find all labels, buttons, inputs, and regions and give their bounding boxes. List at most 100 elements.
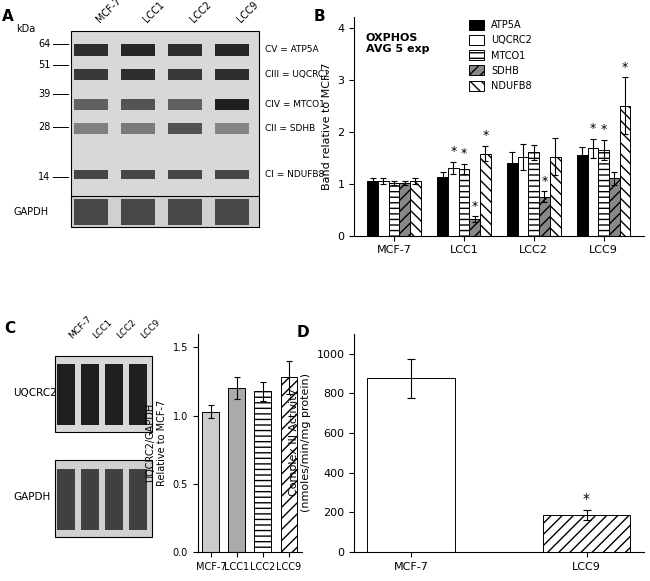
Bar bbox=[448, 168, 459, 236]
Bar bbox=[121, 99, 155, 110]
Text: 64: 64 bbox=[38, 38, 51, 49]
Bar bbox=[528, 152, 539, 236]
Text: LCC2: LCC2 bbox=[116, 318, 138, 340]
Bar bbox=[214, 69, 250, 80]
Bar bbox=[507, 163, 518, 236]
Text: *: * bbox=[541, 175, 547, 188]
Bar bbox=[71, 31, 259, 200]
Bar bbox=[81, 469, 99, 530]
Bar bbox=[202, 411, 219, 552]
Bar bbox=[389, 182, 400, 236]
Text: UQCRC2: UQCRC2 bbox=[13, 388, 57, 397]
Legend: ATP5A, UQCRC2, MTCO1, SDHB, NDUFB8: ATP5A, UQCRC2, MTCO1, SDHB, NDUFB8 bbox=[469, 20, 532, 91]
Bar bbox=[168, 44, 202, 56]
Bar bbox=[459, 169, 469, 236]
Bar bbox=[57, 469, 75, 530]
Text: *: * bbox=[601, 123, 607, 136]
Bar bbox=[73, 199, 109, 225]
Y-axis label: Band relative to MCF-7: Band relative to MCF-7 bbox=[322, 63, 332, 190]
Bar bbox=[598, 150, 609, 236]
Bar bbox=[400, 182, 410, 236]
Text: 51: 51 bbox=[38, 60, 51, 70]
Text: *: * bbox=[590, 123, 596, 135]
Text: CIV = MTCO1: CIV = MTCO1 bbox=[265, 100, 324, 109]
Text: CV = ATP5A: CV = ATP5A bbox=[265, 45, 318, 53]
Bar bbox=[105, 469, 124, 530]
Bar bbox=[410, 181, 421, 236]
Text: OXPHOS
AVG 5 exp: OXPHOS AVG 5 exp bbox=[366, 33, 430, 54]
Bar bbox=[71, 196, 259, 227]
Text: *: * bbox=[471, 200, 478, 213]
Text: LCC1: LCC1 bbox=[92, 318, 114, 340]
Bar bbox=[73, 69, 109, 80]
Text: kDa: kDa bbox=[16, 24, 35, 34]
Bar bbox=[378, 181, 389, 236]
Bar bbox=[121, 44, 155, 56]
Bar bbox=[254, 391, 272, 552]
Bar bbox=[121, 69, 155, 80]
Bar bbox=[121, 123, 155, 134]
Text: MCF-7: MCF-7 bbox=[94, 0, 123, 24]
Bar bbox=[55, 356, 151, 432]
Text: *: * bbox=[583, 492, 590, 506]
Bar bbox=[539, 196, 550, 236]
Bar bbox=[55, 460, 151, 537]
Bar bbox=[543, 515, 630, 552]
Bar bbox=[588, 148, 598, 236]
Bar bbox=[129, 469, 148, 530]
Bar bbox=[73, 44, 109, 56]
Text: LCC2: LCC2 bbox=[188, 0, 213, 24]
Bar bbox=[168, 199, 202, 225]
Bar bbox=[214, 170, 250, 180]
Bar bbox=[619, 106, 630, 236]
Bar bbox=[168, 123, 202, 134]
Text: 14: 14 bbox=[38, 172, 51, 182]
Bar bbox=[168, 170, 202, 180]
Text: A: A bbox=[1, 9, 13, 24]
Bar bbox=[214, 199, 250, 225]
Bar bbox=[367, 378, 455, 552]
Bar bbox=[214, 99, 250, 110]
Bar bbox=[73, 123, 109, 134]
Bar bbox=[57, 364, 75, 425]
Text: LCC9: LCC9 bbox=[235, 0, 260, 24]
Bar bbox=[105, 364, 124, 425]
Bar bbox=[281, 378, 298, 552]
Y-axis label: Complex III Activity
(nmoles/min/mg protein): Complex III Activity (nmoles/min/mg prot… bbox=[289, 374, 311, 512]
Text: GAPDH: GAPDH bbox=[13, 207, 48, 217]
Bar bbox=[168, 99, 202, 110]
Y-axis label: UQCRC2/GAPDH
Relative to MCF-7: UQCRC2/GAPDH Relative to MCF-7 bbox=[146, 400, 167, 486]
Bar bbox=[214, 44, 250, 56]
Text: CIII = UQCRC2: CIII = UQCRC2 bbox=[265, 70, 330, 78]
Bar bbox=[550, 157, 560, 236]
Bar bbox=[367, 181, 378, 236]
Text: C: C bbox=[5, 321, 16, 336]
Bar bbox=[121, 170, 155, 180]
Bar bbox=[129, 364, 148, 425]
Bar bbox=[121, 199, 155, 225]
Bar bbox=[437, 177, 448, 236]
Bar bbox=[577, 155, 588, 236]
Text: *: * bbox=[622, 60, 628, 74]
Bar bbox=[81, 364, 99, 425]
Text: GAPDH: GAPDH bbox=[13, 493, 50, 503]
Bar bbox=[214, 123, 250, 134]
Text: 28: 28 bbox=[38, 121, 51, 131]
Bar bbox=[228, 388, 245, 552]
Text: *: * bbox=[461, 147, 467, 160]
Bar bbox=[168, 69, 202, 80]
Text: *: * bbox=[482, 129, 488, 142]
Text: D: D bbox=[296, 325, 309, 340]
Text: 39: 39 bbox=[38, 89, 51, 99]
Bar bbox=[73, 99, 109, 110]
Text: MCF-7: MCF-7 bbox=[68, 314, 94, 340]
Text: B: B bbox=[314, 9, 326, 24]
Text: LCC9: LCC9 bbox=[140, 318, 162, 340]
Bar bbox=[480, 153, 491, 236]
Bar bbox=[73, 170, 109, 180]
Bar bbox=[518, 157, 528, 236]
Text: LCC1: LCC1 bbox=[141, 0, 166, 24]
Text: *: * bbox=[450, 145, 456, 158]
Bar bbox=[469, 219, 480, 236]
Bar bbox=[609, 178, 619, 236]
